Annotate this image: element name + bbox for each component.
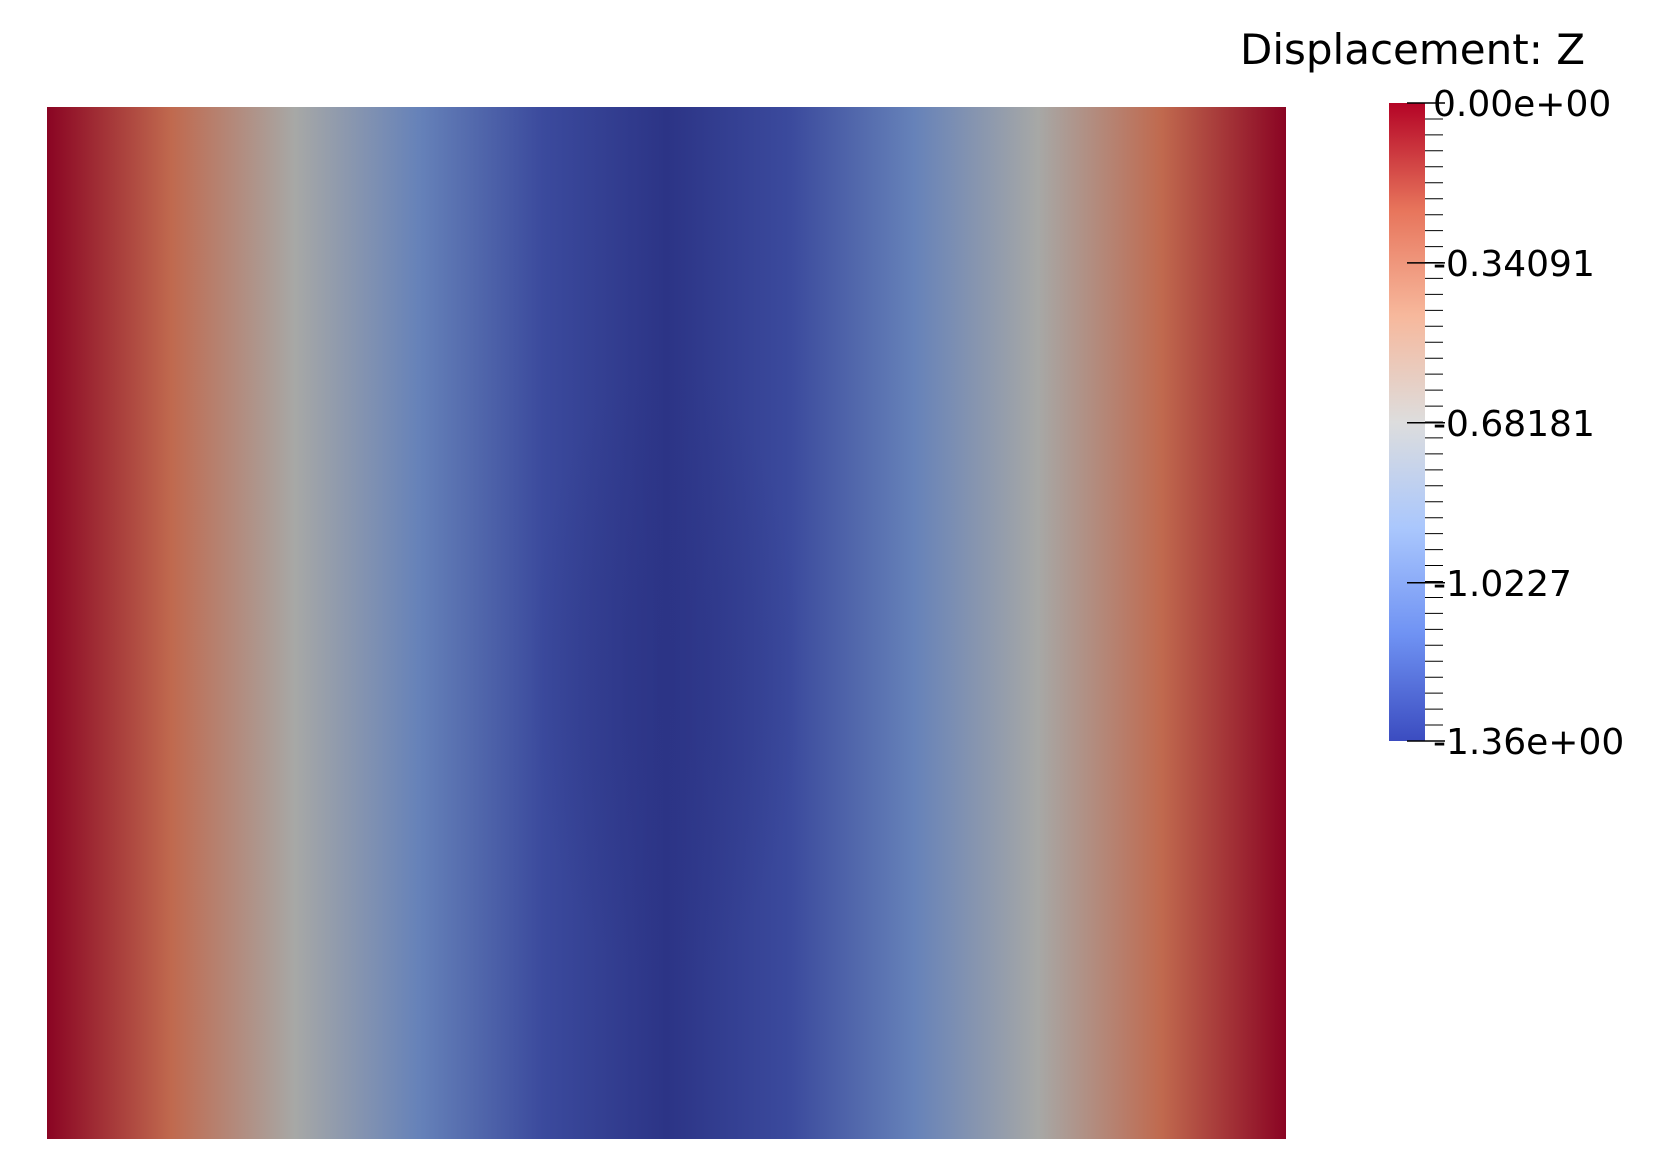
scalar-bar-tick-label: -0.68181 — [1433, 404, 1595, 445]
scalar-bar-tick-label: -0.34091 — [1433, 244, 1595, 285]
scalar-bar-tick-label: -1.36e+00 — [1433, 722, 1624, 763]
surface-center-shade — [47, 107, 1286, 1139]
displacement-surface[interactable] — [47, 107, 1286, 1139]
scalar-bar-major-ticks: 0.00e+00 -0.34091 -0.68181 -1.0227 -1.36e+00 — [1407, 84, 1624, 763]
scalar-bar-title: Displacement: Z — [1240, 25, 1585, 74]
scalar-bar-colors — [1389, 103, 1425, 741]
scalar-bar-tick-label: -1.0227 — [1433, 564, 1572, 605]
scalar-bar: Displacement: Z 0.00e+00 -0.34091 -0.68181… — [1240, 25, 1624, 763]
scalar-bar-tick-label: 0.00e+00 — [1433, 84, 1611, 125]
